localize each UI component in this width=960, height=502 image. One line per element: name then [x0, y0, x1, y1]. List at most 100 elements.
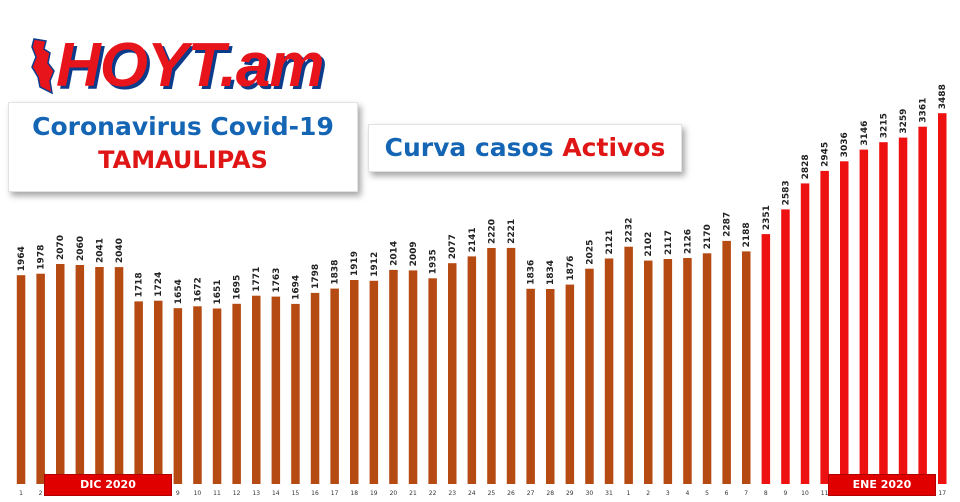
bar	[546, 289, 555, 484]
bar	[467, 256, 477, 484]
x-tick-label: 7	[744, 490, 748, 497]
bar	[624, 246, 633, 484]
x-tick-label: 2	[646, 490, 650, 497]
month-label-jan: ENE 2020	[828, 474, 936, 496]
bar-value-label: 3259	[899, 109, 909, 134]
bar	[193, 306, 202, 484]
x-tick-label: 30	[586, 490, 594, 497]
bar-value-label: 1935	[429, 249, 439, 274]
bar	[585, 268, 594, 484]
bar	[369, 280, 379, 484]
title-box: Coronavirus Covid-19 TAMAULIPAS	[8, 102, 358, 192]
bar	[879, 142, 888, 484]
bar-value-label: 2025	[585, 240, 595, 265]
hoyt-logo: HOYT.am	[30, 31, 324, 100]
x-tick-label: 16	[311, 490, 319, 497]
subtitle-part2: Activos	[562, 133, 666, 162]
bar-value-label: 1763	[272, 268, 282, 293]
bar	[114, 267, 124, 484]
bar	[154, 300, 163, 484]
bar-value-label: 2126	[683, 229, 693, 254]
x-tick-label: 14	[272, 490, 280, 497]
x-tick-label: 20	[390, 490, 398, 497]
bar	[428, 278, 437, 484]
bar-value-label: 2070	[56, 235, 66, 260]
bar	[663, 259, 673, 484]
bar	[232, 303, 241, 484]
x-tick-label: 1	[627, 490, 631, 497]
bar	[16, 275, 26, 484]
bar-value-label: 2117	[664, 230, 674, 255]
bar	[820, 170, 829, 484]
x-tick-label: 1	[19, 490, 23, 497]
bar	[173, 308, 183, 484]
bars-group	[16, 113, 947, 485]
bar-value-label: 2170	[703, 224, 713, 249]
bar-value-label: 2014	[389, 241, 399, 266]
x-tick-label: 26	[507, 490, 515, 497]
bar	[134, 301, 143, 484]
month-label-dec: DIC 2020	[44, 474, 172, 496]
bar-value-label: 1836	[527, 260, 537, 285]
bar-value-label: 2583	[781, 180, 791, 205]
x-tick-label: 18	[350, 490, 358, 497]
bar	[742, 251, 751, 484]
x-tick-label: 11	[821, 490, 829, 497]
x-tick-label: 10	[194, 490, 202, 497]
tamaulipas-map-icon	[31, 38, 55, 95]
x-tick-label: 9	[783, 490, 787, 497]
bar-value-label: 2009	[409, 241, 419, 266]
bar	[644, 260, 653, 484]
bar	[448, 263, 457, 484]
bar	[565, 284, 575, 484]
x-tick-label: 24	[468, 490, 476, 497]
bar-value-label: 2077	[448, 234, 458, 259]
bar	[212, 308, 222, 484]
x-tick-label: 3	[666, 490, 670, 497]
logo-text: HOYT.am	[56, 31, 324, 100]
bar	[898, 137, 908, 484]
bar-value-label: 2121	[605, 229, 615, 254]
bar-value-label: 2041	[95, 238, 105, 263]
bar	[95, 267, 104, 484]
x-tick-label: 6	[725, 490, 729, 497]
bar-value-label: 1876	[566, 256, 576, 281]
bar	[938, 113, 947, 484]
x-tick-label: 17	[938, 490, 946, 497]
bar	[36, 273, 45, 484]
bar	[330, 288, 339, 484]
bar	[408, 270, 418, 484]
x-tick-label: 12	[233, 490, 241, 497]
x-tick-label: 9	[176, 490, 180, 497]
bar-value-label: 1838	[331, 260, 341, 285]
bar-value-label: 1964	[17, 246, 27, 271]
x-tick-label: 8	[764, 490, 768, 497]
bar-value-label: 2102	[644, 232, 654, 257]
x-tick-label: 17	[331, 490, 339, 497]
bar	[487, 248, 496, 484]
bar	[310, 292, 320, 484]
bar-value-label: 1978	[37, 245, 47, 270]
bar-value-label: 2040	[115, 238, 125, 263]
bar-value-label: 2828	[801, 154, 811, 179]
bar-value-label: 1654	[174, 279, 184, 304]
bar	[506, 247, 516, 484]
bar	[800, 183, 810, 484]
x-tick-label: 10	[801, 490, 809, 497]
bar	[56, 264, 65, 484]
bar-value-label: 2945	[821, 142, 831, 167]
x-tick-label: 13	[252, 490, 260, 497]
bar-value-label: 2060	[76, 236, 86, 261]
bar	[781, 209, 790, 484]
bar	[271, 296, 281, 484]
bar-value-label: 1771	[252, 267, 262, 292]
subtitle-box: Curva casos Activos	[368, 124, 682, 172]
x-tick-label: 4	[685, 490, 689, 497]
bar-value-label: 2232	[625, 218, 635, 243]
bar	[350, 280, 359, 484]
bar-value-label: 1694	[291, 275, 301, 300]
bar-value-label: 2188	[742, 222, 752, 247]
bar-value-label: 2220	[487, 219, 497, 244]
bar	[722, 240, 731, 484]
